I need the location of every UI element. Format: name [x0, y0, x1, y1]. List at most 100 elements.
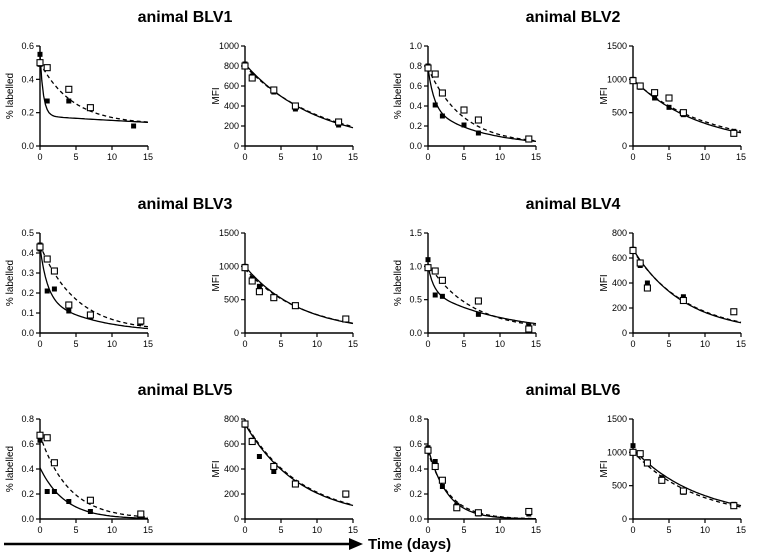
- y-tick-label: 800: [224, 414, 239, 424]
- y-tick-label: 0.2: [21, 489, 34, 499]
- y-tick-label: 0.4: [21, 248, 34, 258]
- data-point-open: [679, 296, 687, 305]
- data-point-filled: [439, 293, 445, 299]
- data-point-open: [636, 259, 644, 267]
- y-tick-label: 1.0: [409, 41, 422, 51]
- y-tick-label: 0: [234, 514, 239, 524]
- y-axis-label: % labelled: [5, 260, 16, 306]
- y-tick-label: 1500: [219, 228, 239, 238]
- data-point-filled: [475, 311, 481, 317]
- panel-BLV4-labelled: animal BLV4 0.0 0.5 1.0 1.5 0 5 10 15 % labelled: [393, 196, 621, 349]
- y-tick-label: 0: [622, 514, 627, 524]
- fit-curve-filled: [427, 265, 537, 325]
- y-tick-label: 0.4: [409, 101, 422, 111]
- data-point-open: [636, 450, 644, 458]
- x-tick-label: 5: [461, 339, 466, 349]
- x-tick-label: 10: [495, 152, 505, 162]
- data-point-open: [453, 504, 461, 512]
- y-tick-label: 500: [612, 481, 627, 491]
- x-tick-label: 5: [666, 152, 671, 162]
- data-point-filled: [680, 294, 686, 300]
- data-point-open: [679, 109, 687, 117]
- data-point-open: [291, 480, 299, 488]
- y-tick-label: 0.4: [409, 464, 422, 474]
- data-point-filled: [87, 509, 93, 514]
- data-point-open: [636, 82, 644, 90]
- data-point-open: [431, 70, 439, 78]
- data-point-open: [438, 89, 446, 97]
- fit-curve-filled: [244, 63, 354, 129]
- y-tick-label: 0.2: [21, 288, 34, 298]
- x-tick-label: 5: [73, 152, 78, 162]
- data-point-open: [525, 325, 533, 333]
- x-tick-label: 10: [107, 339, 117, 349]
- x-tick-label: 15: [736, 339, 746, 349]
- y-tick-label: 0.3: [21, 268, 34, 278]
- x-tick-label: 15: [143, 152, 153, 162]
- x-tick-label: 5: [666, 339, 671, 349]
- data-point-open: [86, 311, 94, 319]
- panel-title: animal BLV2: [526, 9, 621, 26]
- panel-BLV4-MFI: 0 200 400 600 800 0 5 10 15 MFI: [599, 228, 746, 349]
- x-tick-label: 10: [700, 525, 710, 535]
- data-point-open: [50, 459, 58, 467]
- fit-curve-open: [244, 422, 354, 506]
- data-point-open: [424, 64, 432, 72]
- y-axis-label: % labelled: [5, 446, 16, 492]
- fit-curve-open: [632, 451, 742, 508]
- data-point-filled: [44, 288, 50, 294]
- y-tick-label: 600: [224, 439, 239, 449]
- data-point-open: [460, 106, 468, 114]
- data-point-open: [730, 308, 738, 316]
- panel-BLV1-labelled: animal BLV1 0.0 0.2 0.4 0.6 0 5 10 15 % labelled: [5, 9, 233, 162]
- y-tick-label: 0.6: [409, 81, 422, 91]
- x-tick-label: 5: [73, 339, 78, 349]
- data-point-open: [291, 302, 299, 310]
- data-point-open: [658, 476, 666, 484]
- y-axis-label: MFI: [211, 460, 222, 477]
- x-axis-title: Time (days): [368, 536, 451, 553]
- data-point-open: [248, 437, 256, 446]
- fit-curve-filled: [244, 423, 354, 507]
- data-point-filled: [37, 437, 43, 443]
- data-point-open: [241, 264, 249, 272]
- y-tick-label: 1500: [607, 414, 627, 424]
- y-tick-label: 1.0: [409, 261, 422, 271]
- data-point-open: [651, 89, 659, 97]
- data-point-filled: [66, 308, 72, 314]
- fit-curve-open: [632, 250, 742, 323]
- y-tick-label: 200: [612, 303, 627, 313]
- data-point-filled: [51, 489, 57, 494]
- data-point-open: [474, 509, 482, 517]
- fit-curve-open: [427, 263, 537, 326]
- data-point-open: [241, 62, 249, 70]
- y-tick-label: 0.0: [409, 141, 422, 151]
- x-tick-label: 0: [630, 339, 635, 349]
- y-tick-label: 0.2: [409, 489, 422, 499]
- data-point-open: [431, 267, 439, 275]
- x-tick-label: 0: [37, 152, 42, 162]
- x-tick-label: 10: [495, 339, 505, 349]
- data-point-open: [679, 487, 687, 495]
- y-tick-label: 200: [224, 121, 239, 131]
- fit-curve-filled: [39, 467, 148, 519]
- data-point-filled: [439, 113, 445, 119]
- fit-curve-filled: [39, 246, 149, 330]
- y-tick-label: 0.6: [21, 439, 34, 449]
- y-tick-label: 1.5: [409, 228, 422, 238]
- fit-curve-open: [632, 79, 742, 132]
- y-tick-label: 0: [622, 328, 627, 338]
- data-point-open: [50, 267, 58, 275]
- panels-group: animal BLV1 0.0 0.2 0.4 0.6 0 5 10 15 % labelled 0…: [5, 9, 746, 535]
- data-point-open: [36, 59, 44, 67]
- data-point-filled: [439, 484, 445, 489]
- y-tick-label: 0.8: [409, 414, 422, 424]
- data-point-open: [474, 116, 482, 124]
- panel-BLV3-labelled: animal BLV3 0.0 0.1 0.2 0.3 0.4 0.5 0 5 10 15 % lab…: [5, 196, 233, 349]
- panel-title: animal BLV5: [138, 382, 233, 399]
- y-axis-label: MFI: [211, 274, 222, 291]
- x-tick-label: 15: [348, 152, 358, 162]
- data-point-filled: [256, 454, 262, 459]
- data-point-open: [65, 85, 73, 93]
- x-tick-label: 0: [242, 339, 247, 349]
